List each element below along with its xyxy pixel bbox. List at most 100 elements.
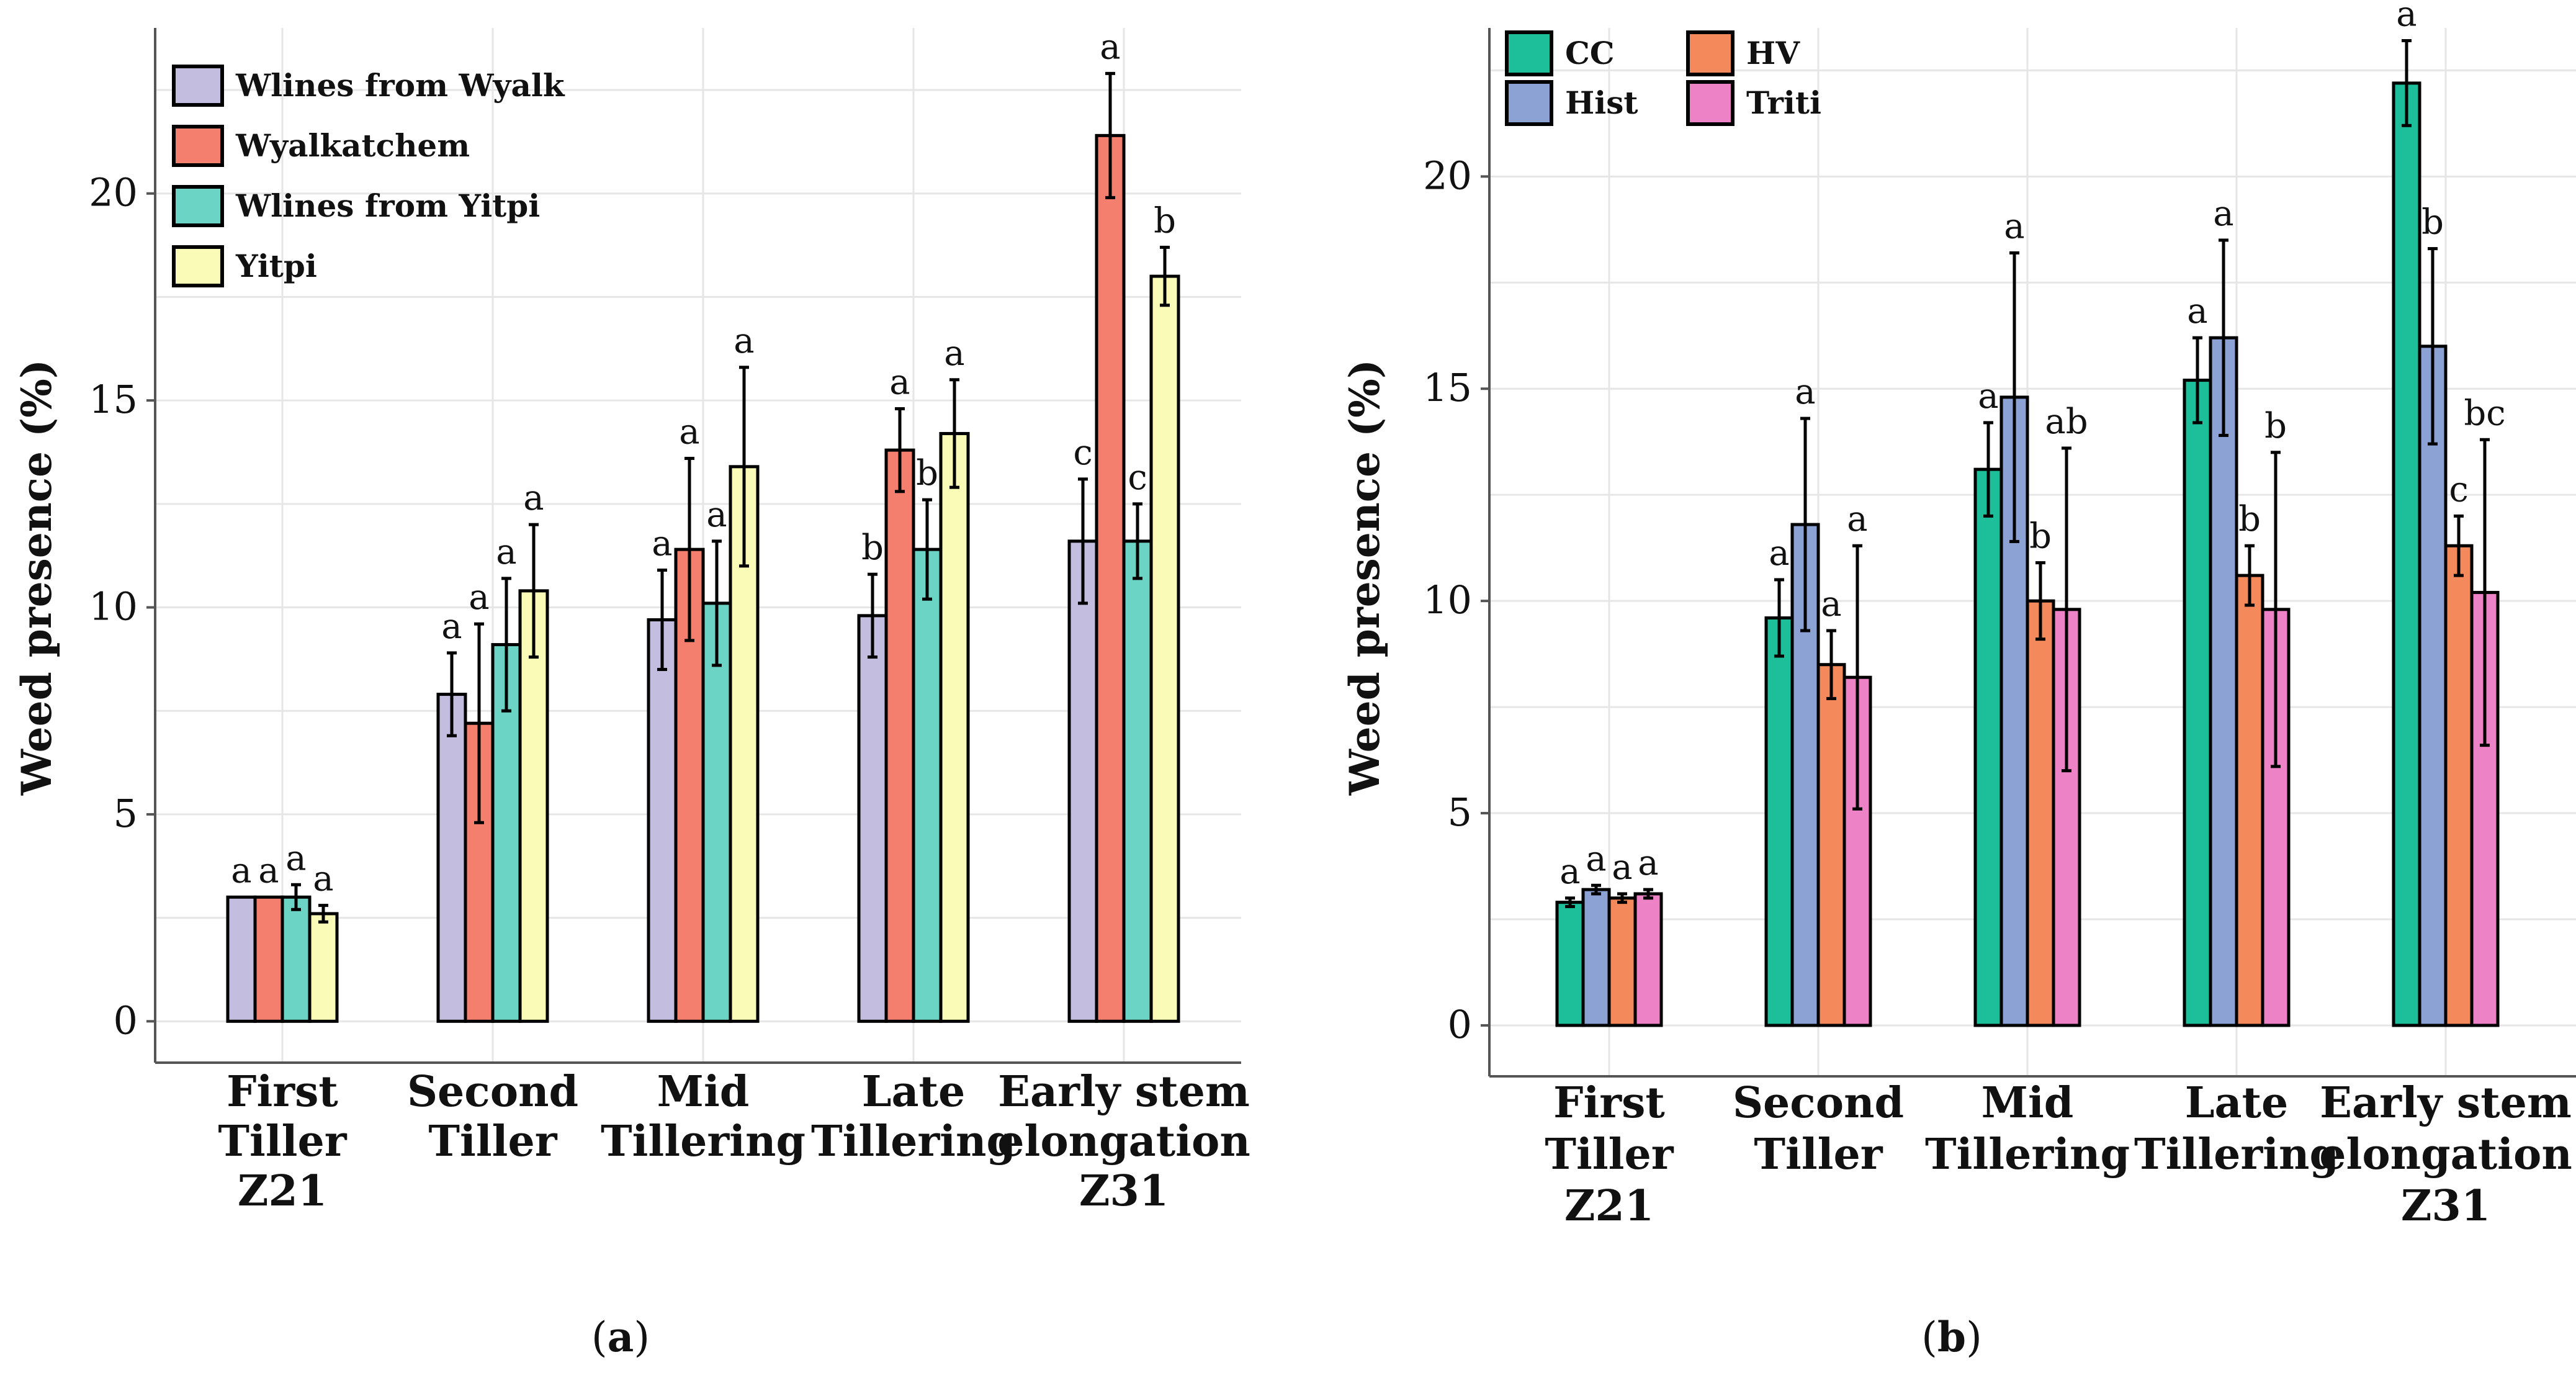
bar [1816, 663, 1846, 1027]
bar [2470, 590, 2500, 1027]
legend-label: Yitpi [235, 248, 317, 284]
significance-letter: a [706, 495, 727, 535]
x-tick-label: First [1553, 1078, 1665, 1128]
bar [2392, 81, 2421, 1027]
bar [436, 693, 467, 1023]
bar [280, 895, 312, 1023]
significance-letter: b [1154, 200, 1176, 241]
significance-letter: a [285, 838, 306, 878]
x-tick-label: elongation [997, 1117, 1250, 1166]
significance-letter: c [1128, 457, 1147, 498]
significance-letter: b [2238, 499, 2261, 539]
bar [1764, 616, 1794, 1027]
significance-letter: a [441, 606, 462, 647]
bar [939, 431, 970, 1023]
legend-swatch [1505, 30, 1553, 76]
x-tick-label: elongation [2319, 1130, 2572, 1179]
legend-label: Wlines from Wyalk [235, 67, 565, 104]
bar [1149, 274, 1180, 1023]
significance-letter: b [861, 528, 884, 568]
significance-letter: a [1586, 839, 1606, 879]
y-tick-label: 10 [1423, 577, 1472, 623]
significance-letter: a [1795, 372, 1815, 412]
legend-label: Wlines from Yitpi [235, 187, 540, 224]
significance-letter: a [2213, 194, 2233, 234]
legend-swatch [1686, 30, 1735, 76]
y-tick-label: 20 [89, 170, 138, 215]
significance-letter: a [258, 850, 279, 891]
bar [1067, 539, 1098, 1023]
x-tick-label: Z31 [2401, 1181, 2490, 1231]
x-tick-label: Z21 [238, 1166, 327, 1216]
significance-letter: a [469, 577, 489, 618]
bar [1555, 901, 1585, 1027]
panel-label-close: ) [1966, 1313, 1982, 1361]
y-axis-label: Weed presence (%) [1340, 359, 1389, 796]
y-tick-label: 0 [1448, 1002, 1472, 1047]
x-tick-label: Tiller [428, 1117, 557, 1166]
significance-letter: c [2449, 469, 2468, 510]
bar [1095, 133, 1126, 1023]
x-tick-label: Early stem [998, 1067, 1250, 1117]
significance-letter: a [1638, 843, 1658, 883]
legend-label: Triti [1746, 84, 1821, 121]
significance-letter: a [1612, 847, 1632, 888]
x-tick-label: Tiller [1545, 1130, 1674, 1179]
panel-label-open: ( [1921, 1313, 1937, 1361]
significance-letter: a [889, 362, 910, 402]
bar [2444, 544, 2474, 1027]
panel-label-close: ) [634, 1313, 650, 1361]
legend-label: Hist [1565, 84, 1638, 121]
significance-letter: a [1769, 533, 1789, 574]
significance-letter: c [1073, 433, 1092, 473]
y-tick-label: 5 [114, 791, 138, 836]
bar [1607, 896, 1637, 1027]
legend-label: HV [1746, 35, 1800, 71]
x-tick-label: Early stem [2320, 1078, 2572, 1128]
panel-label: (b) [1921, 1313, 1982, 1361]
x-tick-label: Z31 [1079, 1166, 1169, 1216]
x-tick-label: Mid [1981, 1078, 2074, 1128]
significance-letter: a [523, 478, 544, 518]
y-tick-label: 15 [89, 377, 138, 422]
bar [912, 547, 943, 1023]
significance-letter: a [2396, 0, 2417, 35]
bar [1633, 892, 1663, 1027]
legend-swatch [1505, 80, 1553, 126]
x-tick-label: Tillering [1925, 1130, 2130, 1179]
bar [1973, 467, 2003, 1027]
x-tick-label: Second [407, 1067, 578, 1117]
significance-letter: a [679, 412, 699, 452]
bar [1581, 888, 1611, 1027]
y-tick-label: 0 [114, 997, 138, 1043]
significance-letter: ab [2045, 402, 2088, 442]
x-tick-label: Tillering [2134, 1130, 2339, 1179]
legend-label: CC [1565, 35, 1615, 71]
significance-letter: a [231, 850, 251, 891]
significance-letter: a [313, 859, 333, 899]
y-tick-label: 15 [1423, 365, 1472, 410]
x-tick-label: Tillering [811, 1117, 1016, 1166]
significance-letter: b [2029, 516, 2052, 557]
bar [2235, 574, 2264, 1027]
significance-letter: a [944, 333, 964, 374]
x-tick-label: Mid [657, 1067, 750, 1117]
panel-label-open: ( [591, 1313, 608, 1361]
x-tick-label: Late [2185, 1078, 2289, 1128]
legend-swatch [172, 185, 224, 227]
x-tick-label: Z21 [1564, 1181, 1654, 1231]
legend-swatch [172, 125, 224, 167]
y-tick-label: 20 [1423, 153, 1472, 198]
bar [884, 448, 915, 1023]
bar [2209, 336, 2238, 1027]
bar [1122, 539, 1153, 1023]
significance-letter: a [1847, 499, 1867, 539]
bar [2183, 379, 2212, 1027]
legend-swatch [1686, 80, 1735, 126]
x-tick-label: Late [862, 1067, 966, 1117]
significance-letter: a [496, 532, 516, 572]
panel-label: (a) [591, 1313, 650, 1361]
significance-letter: a [2187, 291, 2207, 331]
